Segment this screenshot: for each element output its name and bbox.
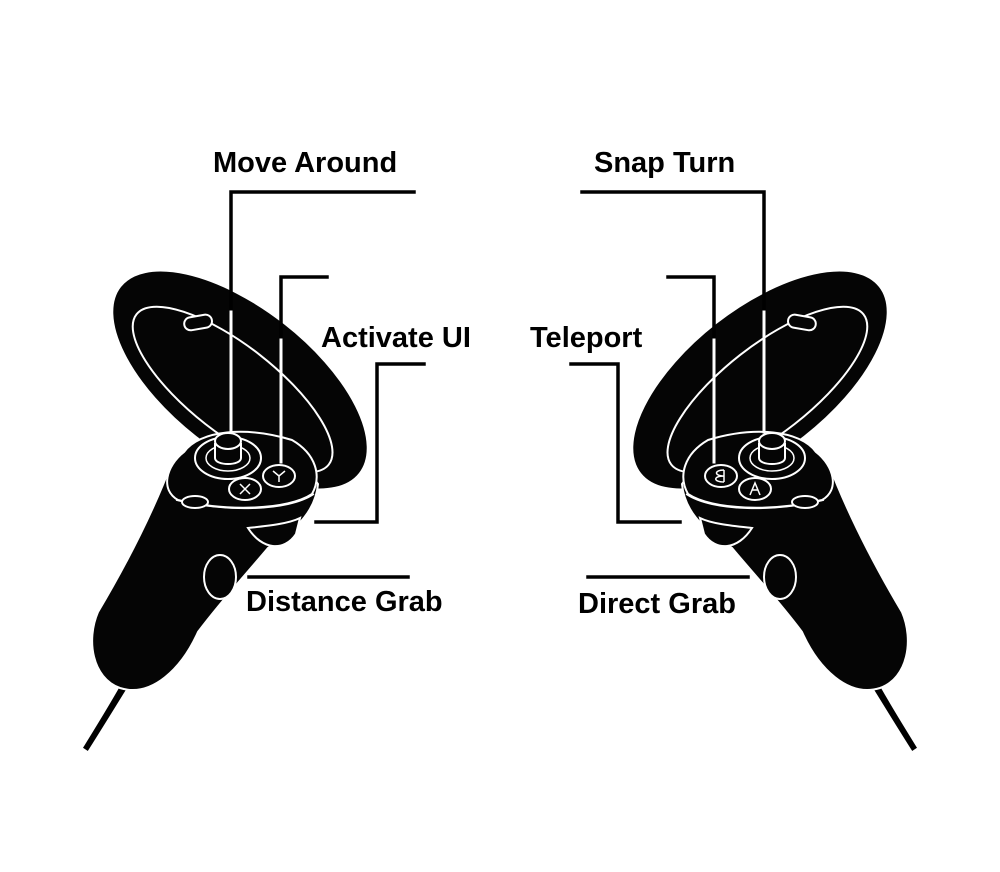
left-plate-oval-button <box>181 495 209 509</box>
left-tracking-ring <box>111 269 369 491</box>
left-controller-cable <box>80 670 135 754</box>
left-y-button <box>262 464 296 488</box>
right-plate-oval-button <box>791 495 819 509</box>
left-controller <box>80 269 369 754</box>
label-direct-grab: Direct Grab <box>578 588 736 620</box>
right-menu-button <box>787 313 817 332</box>
right-a-button <box>738 477 772 501</box>
left-trigger <box>246 516 302 548</box>
label-snap-turn: Snap Turn <box>594 147 735 179</box>
leader-move-around <box>229 190 416 314</box>
left-thumbstick <box>194 432 262 480</box>
label-distance-grab: Distance Grab <box>246 586 443 618</box>
right-b-button <box>704 464 738 488</box>
left-grip-button <box>203 554 237 600</box>
leader-activate-ui-upper <box>279 275 329 342</box>
label-teleport: Teleport <box>530 322 643 354</box>
leader-activate-ui-lower <box>314 362 426 524</box>
left-menu-button <box>183 313 213 332</box>
right-controller <box>631 269 920 754</box>
right-thumbstick <box>738 432 806 480</box>
leader-teleport-upper <box>666 275 716 342</box>
right-grip-button <box>763 554 797 600</box>
label-activate-ui: Activate UI <box>321 322 471 354</box>
leader-snap-turn <box>580 190 766 314</box>
left-x-button <box>228 477 262 501</box>
leader-teleport-lower <box>569 362 682 524</box>
right-trigger <box>698 516 754 548</box>
label-move-around: Move Around <box>213 147 397 179</box>
right-controller-cable <box>865 670 920 754</box>
